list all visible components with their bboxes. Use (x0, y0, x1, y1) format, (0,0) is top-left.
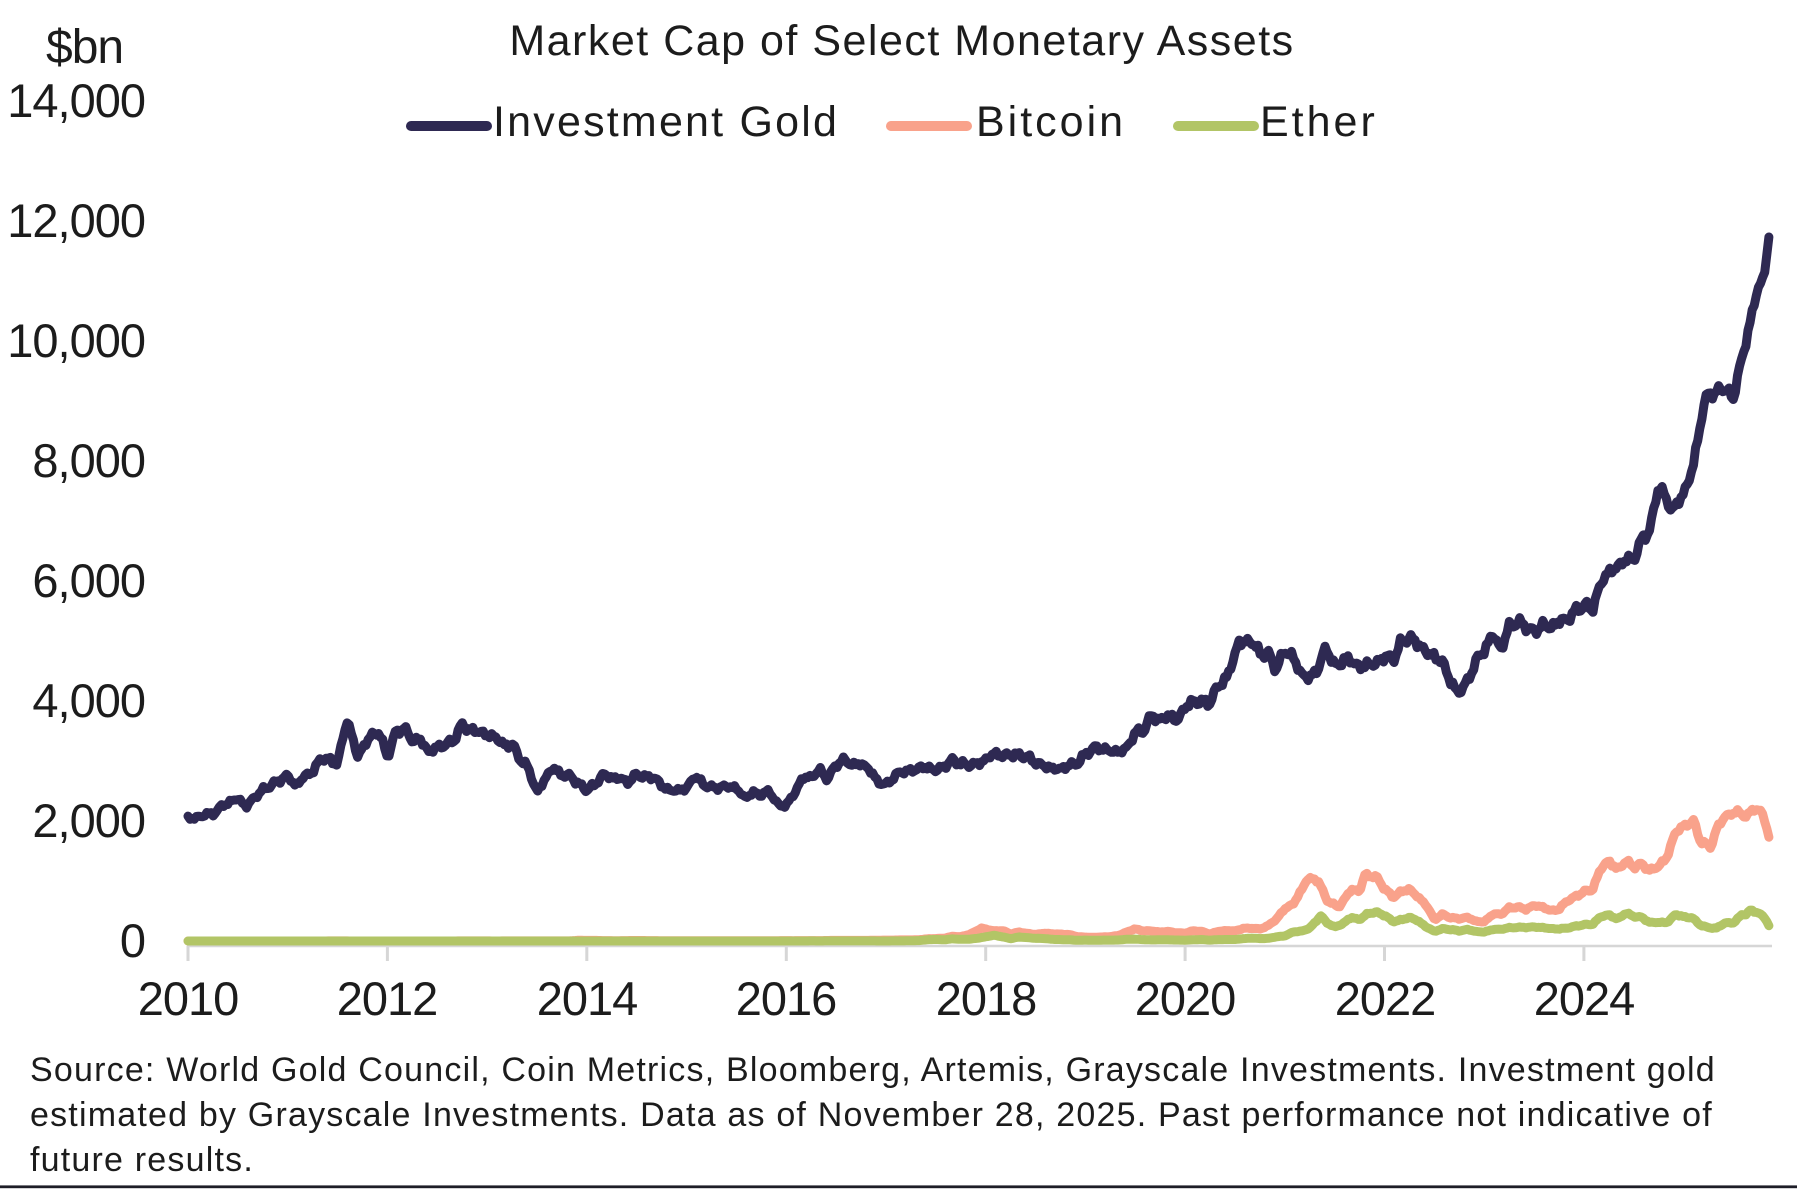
svg-text:2,000: 2,000 (32, 794, 145, 847)
svg-text:2018: 2018 (936, 972, 1037, 1025)
svg-text:$bn: $bn (46, 21, 123, 74)
svg-text:6,000: 6,000 (32, 554, 145, 607)
svg-text:2014: 2014 (537, 972, 638, 1025)
svg-text:12,000: 12,000 (7, 194, 145, 247)
svg-text:14,000: 14,000 (7, 74, 145, 127)
svg-text:2020: 2020 (1135, 972, 1236, 1025)
svg-text:Source: World Gold Council, Co: Source: World Gold Council, Coin Metrics… (30, 1051, 1716, 1089)
svg-text:estimated by Grayscale Investm: estimated by Grayscale Investments. Data… (30, 1096, 1713, 1134)
svg-text:2024: 2024 (1534, 972, 1635, 1025)
svg-text:4,000: 4,000 (32, 674, 145, 727)
svg-text:2010: 2010 (138, 972, 239, 1025)
svg-text:Ether: Ether (1260, 98, 1378, 146)
svg-text:8,000: 8,000 (32, 434, 145, 487)
svg-text:10,000: 10,000 (7, 314, 145, 367)
svg-text:2012: 2012 (337, 972, 438, 1025)
svg-text:Market Cap of Select Monetary: Market Cap of Select Monetary Assets (509, 17, 1294, 65)
svg-text:2022: 2022 (1335, 972, 1436, 1025)
svg-text:future results.: future results. (30, 1141, 254, 1179)
svg-text:0: 0 (120, 914, 145, 967)
svg-text:Investment Gold: Investment Gold (493, 98, 839, 146)
svg-text:2016: 2016 (736, 972, 837, 1025)
svg-text:Bitcoin: Bitcoin (976, 98, 1126, 146)
